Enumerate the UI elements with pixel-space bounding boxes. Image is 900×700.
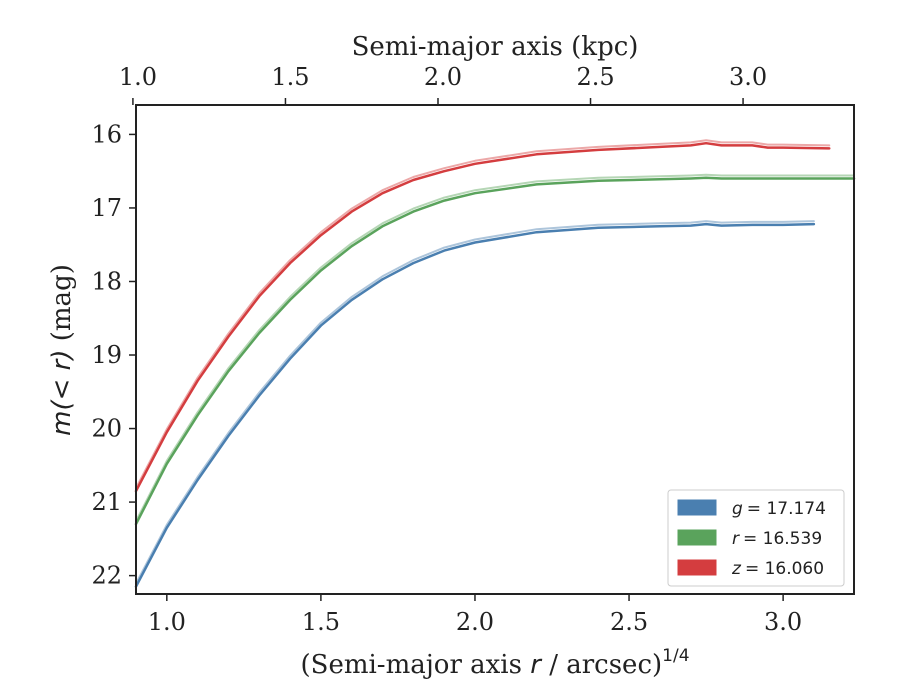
series-line-z bbox=[134, 141, 831, 493]
top-x-tick-label: 3.0 bbox=[729, 63, 767, 91]
top-x-tick-label: 2.0 bbox=[424, 63, 462, 91]
top-x-tick-label: 1.5 bbox=[271, 63, 309, 91]
top-x-tick-label: 1.0 bbox=[119, 63, 157, 91]
legend-swatch-g bbox=[677, 499, 717, 516]
legend: g = 17.174 r = 16.539 z = 16.060 bbox=[667, 489, 845, 587]
series-line-r bbox=[134, 176, 856, 526]
x-tick-label: 3.0 bbox=[764, 608, 802, 636]
x-tick-label: 1.0 bbox=[148, 608, 186, 636]
series-line-g bbox=[134, 222, 816, 588]
y-tick-label: 22 bbox=[91, 562, 122, 590]
legend-var-z: z bbox=[731, 559, 742, 579]
legend-label-g: g = 17.174 bbox=[732, 499, 826, 519]
plot-frame bbox=[135, 104, 855, 595]
x-axis-label: (Semi-major axis r / arcsec)1/4 bbox=[300, 646, 689, 680]
x-axis-label-prefix: (Semi-major axis bbox=[300, 650, 530, 680]
x-axis-label-var: r bbox=[530, 650, 543, 680]
y-axis-label-unit: (mag) bbox=[47, 264, 77, 349]
y-tick-label: 17 bbox=[91, 194, 122, 222]
y-tick-label: 21 bbox=[91, 488, 122, 516]
legend-value-z: = 16.060 bbox=[745, 559, 824, 579]
series-line-g-model bbox=[135, 220, 815, 585]
y-tick-label: 20 bbox=[91, 415, 122, 443]
y-tick-label: 19 bbox=[91, 341, 122, 369]
top-x-axis-label: Semi-major axis (kpc) bbox=[352, 32, 639, 62]
y-tick-label: 16 bbox=[91, 120, 122, 148]
series-line-r-model bbox=[135, 173, 855, 523]
y-axis-label-var: m(< r) bbox=[47, 350, 77, 436]
x-tick-label: 1.5 bbox=[302, 608, 340, 636]
legend-value-g: = 17.174 bbox=[747, 499, 826, 519]
y-axis-label: m(< r) (mag) bbox=[47, 264, 77, 436]
legend-label-r: r = 16.539 bbox=[732, 529, 822, 549]
legend-var-g: g bbox=[732, 499, 743, 519]
y-tick-label: 18 bbox=[91, 267, 122, 295]
legend-swatch-z bbox=[677, 559, 717, 576]
ticks-layer: 1.0 1.5 2.0 2.5 3.0 1.0 1.5 2.0 2.5 3.0 16 17 18 19 20… bbox=[91, 63, 802, 636]
legend-label-z: z = 16.060 bbox=[731, 559, 824, 579]
legend-swatch-r bbox=[677, 529, 717, 546]
series-layer bbox=[134, 139, 856, 588]
series-line-z-model bbox=[135, 139, 831, 490]
x-tick-label: 2.0 bbox=[456, 608, 494, 636]
x-tick-label: 2.5 bbox=[610, 608, 648, 636]
top-x-tick-label: 2.5 bbox=[576, 63, 614, 91]
legend-value-r: = 16.539 bbox=[743, 529, 822, 549]
x-axis-label-suffix: / arcsec) bbox=[541, 650, 662, 680]
legend-var-r: r bbox=[732, 529, 740, 549]
x-axis-label-sup: 1/4 bbox=[662, 646, 689, 666]
